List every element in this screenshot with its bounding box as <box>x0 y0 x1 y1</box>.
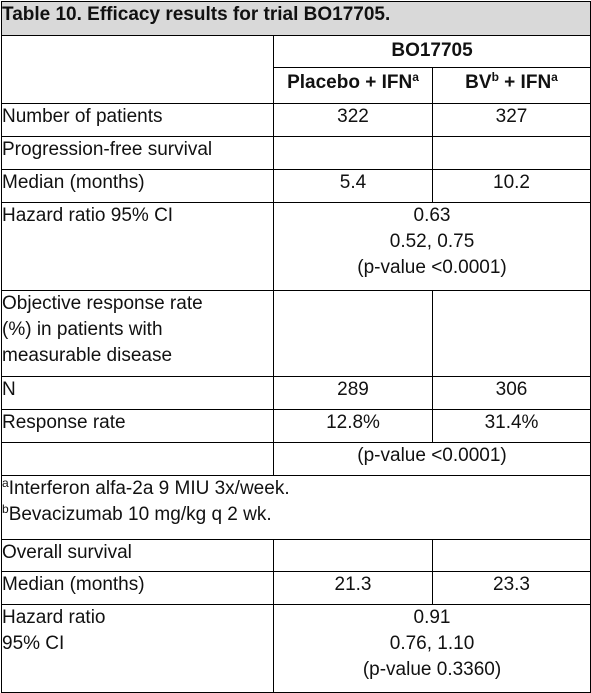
table-row: Median (months) 5.4 10.2 <box>1 169 591 203</box>
cell-value: 31.4% <box>431 409 591 443</box>
empty-cell <box>431 290 591 377</box>
table-row: (p-value <0.0001) <box>1 442 591 476</box>
empty-cell <box>431 136 591 170</box>
merged-cell: 0.91 0.76, 1.10 (p-value 0.3360) <box>272 604 591 693</box>
row-label-line: measurable disease <box>2 345 173 366</box>
cell-value: 21.3 <box>273 571 433 605</box>
table-row: Response rate 12.8% 31.4% <box>1 409 591 443</box>
row-label-line: Objective response rate <box>2 293 203 314</box>
hazard-ratio-value: 0.63 <box>413 205 451 226</box>
table-row: Overall survival <box>1 539 591 572</box>
row-label: Median (months) <box>1 169 274 203</box>
empty-cell <box>273 539 433 572</box>
row-label-line: 95% CI <box>2 633 65 654</box>
trial-header: BO17705 <box>272 35 591 68</box>
footnotes-row: aInterferon alfa-2a 9 MIU 3x/week. bBeva… <box>0 475 591 540</box>
cell-value: 23.3 <box>431 571 591 605</box>
placebo-label: Placebo + IFN <box>287 72 413 93</box>
empty-cell <box>273 136 433 170</box>
table-row: Median (months) 21.3 23.3 <box>1 571 591 605</box>
column-header-bv: BVb + IFNa <box>431 67 591 104</box>
header-empty-cell <box>1 35 274 104</box>
row-label: Response rate <box>1 409 274 443</box>
cell-value: 5.4 <box>273 169 433 203</box>
footnotes: aInterferon alfa-2a 9 MIU 3x/week. bBeva… <box>0 475 591 540</box>
header-row-trial: BO17705 <box>1 35 591 104</box>
p-value: (p-value 0.3360) <box>362 659 502 680</box>
footnote: bBevacizumab 10 mg/kg q 2 wk. <box>2 502 590 528</box>
row-label: Median (months) <box>1 571 274 605</box>
empty-cell <box>273 290 433 377</box>
p-value: (p-value <0.0001) <box>357 257 507 278</box>
footnote-mark-b: b <box>2 502 9 516</box>
footnote-text: Bevacizumab 10 mg/kg q 2 wk. <box>8 504 272 525</box>
table-row: Progression-free survival <box>1 136 591 170</box>
row-label: Number of patients <box>1 103 274 137</box>
hazard-ratio-value: 0.91 <box>413 607 451 628</box>
footnote: aInterferon alfa-2a 9 MIU 3x/week. <box>2 476 590 502</box>
row-label: Hazard ratio 95% CI <box>1 202 274 291</box>
cell-value: 306 <box>431 376 591 410</box>
cell-value: 12.8% <box>273 409 433 443</box>
table-row: N 289 306 <box>1 376 591 410</box>
bv-ifn-label: + IFN <box>498 72 552 93</box>
cell-value: 322 <box>273 103 433 137</box>
empty-cell <box>431 539 591 572</box>
row-label-line: Hazard ratio <box>2 607 106 628</box>
column-header-placebo: Placebo + IFNa <box>273 67 433 104</box>
footnote-mark-a: a <box>2 476 9 490</box>
p-value: (p-value <0.0001) <box>272 442 591 476</box>
table-caption: Table 10. Efficacy results for trial BO1… <box>0 1 591 36</box>
empty-cell <box>1 442 274 476</box>
table-row: Number of patients 322 327 <box>1 103 591 137</box>
footnote-text: Interferon alfa-2a 9 MIU 3x/week. <box>8 478 290 499</box>
trial-header-text: BO17705 <box>391 40 473 61</box>
row-label: N <box>1 376 274 410</box>
footnote-mark-b: b <box>491 70 499 84</box>
row-label: Progression-free survival <box>1 136 274 170</box>
confidence-interval: 0.52, 0.75 <box>389 231 475 252</box>
table-row: Hazard ratio 95% CI 0.63 0.52, 0.75 (p-v… <box>1 202 591 291</box>
row-label-line: (%) in patients with <box>2 319 163 340</box>
row-label: Hazard ratio 95% CI <box>1 604 274 693</box>
cell-value: 10.2 <box>431 169 591 203</box>
row-label: Overall survival <box>1 539 274 572</box>
bv-label: BV <box>465 72 492 93</box>
footnote-mark-a: a <box>551 70 558 84</box>
caption-row: Table 10. Efficacy results for trial BO1… <box>0 1 591 36</box>
row-label: Objective response rate (%) in patients … <box>1 290 274 377</box>
cell-value: 289 <box>273 376 433 410</box>
header-row-arms: Placebo + IFNa BVb + IFNa <box>2 67 591 104</box>
table-row: Hazard ratio 95% CI 0.91 0.76, 1.10 (p-v… <box>1 604 591 693</box>
cell-value: 327 <box>431 103 591 137</box>
confidence-interval: 0.76, 1.10 <box>389 633 475 654</box>
footnote-mark-a: a <box>412 70 419 84</box>
merged-cell: 0.63 0.52, 0.75 (p-value <0.0001) <box>272 202 591 291</box>
table-row: Objective response rate (%) in patients … <box>1 290 591 377</box>
